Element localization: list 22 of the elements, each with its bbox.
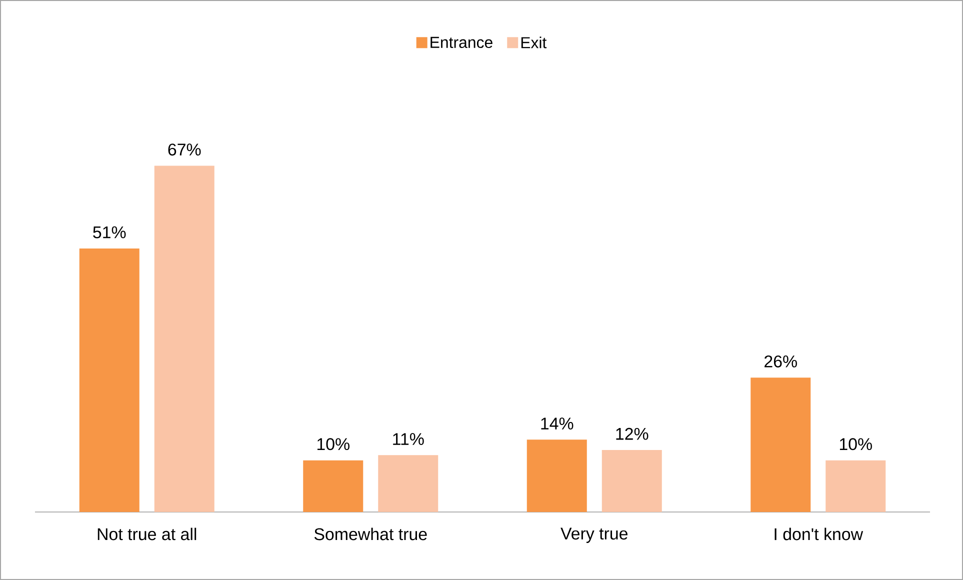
data-label: 12% bbox=[616, 428, 648, 440]
data-label: 67% bbox=[168, 144, 201, 156]
x-tick-label: I don't know bbox=[774, 528, 864, 540]
data-label: 51% bbox=[93, 226, 126, 238]
bar bbox=[602, 450, 662, 512]
legend-label: Entrance bbox=[430, 36, 492, 48]
x-tick-label: Not true at all bbox=[98, 528, 196, 540]
bar bbox=[79, 248, 140, 512]
bar bbox=[378, 455, 438, 512]
x-tick-label: Somewhat true bbox=[314, 528, 427, 540]
bar bbox=[826, 460, 886, 512]
data-label: 10% bbox=[840, 438, 872, 450]
bar bbox=[154, 166, 214, 512]
data-label: 11% bbox=[393, 433, 424, 445]
data-label: 10% bbox=[317, 438, 350, 450]
bar bbox=[750, 378, 811, 512]
data-label: 14% bbox=[541, 418, 574, 430]
bar bbox=[526, 440, 587, 512]
data-label: 26% bbox=[764, 355, 797, 368]
legend-label: Exit bbox=[521, 36, 547, 48]
bar bbox=[303, 460, 364, 512]
x-tick-label: Very true bbox=[560, 528, 628, 543]
